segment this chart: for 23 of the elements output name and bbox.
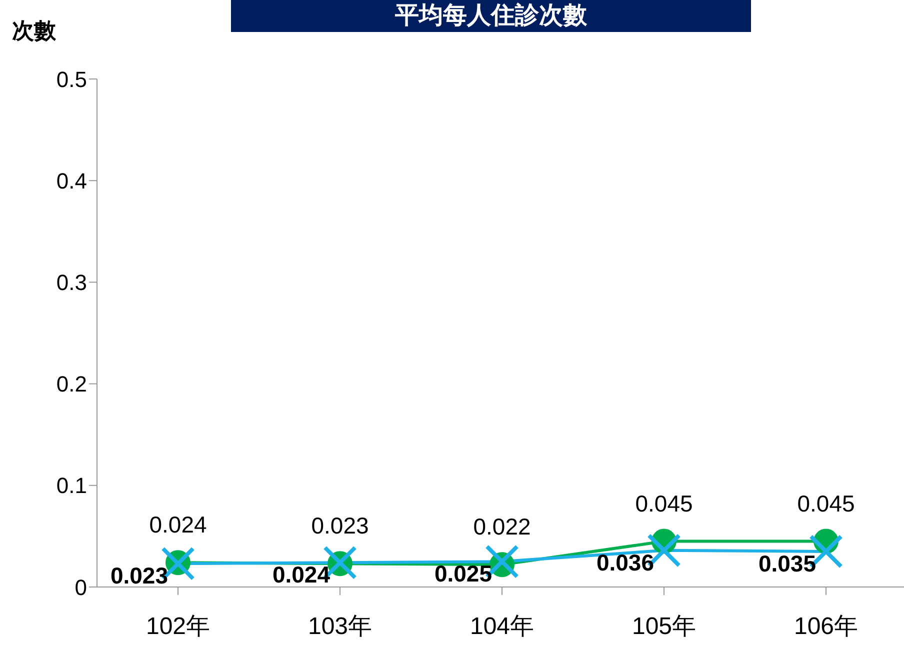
y-tick-label: 0.2 <box>56 372 87 397</box>
data-label: 0.025 <box>434 560 492 587</box>
data-label: 0.023 <box>110 562 168 589</box>
data-label: 0.024 <box>149 512 207 538</box>
y-tick-label: 0.1 <box>56 473 87 498</box>
x-tick-label: 102年 <box>146 613 210 640</box>
data-label: 0.045 <box>635 490 693 516</box>
y-tick-label: 0.3 <box>56 270 87 296</box>
y-tick-label: 0.4 <box>56 168 87 194</box>
chart-title: 平均每人住診次數 <box>231 0 751 32</box>
data-label: 0.045 <box>797 490 855 516</box>
data-label: 0.024 <box>272 562 330 588</box>
y-axis-title: 次數 <box>12 17 56 45</box>
data-label: 0.035 <box>758 550 816 576</box>
x-tick-label: 104年 <box>470 613 534 640</box>
x-tick-label: 103年 <box>308 613 372 640</box>
data-label: 0.022 <box>473 514 531 540</box>
x-tick-label: 106年 <box>794 613 858 640</box>
data-label: 0.036 <box>596 549 654 576</box>
y-tick-label: 0 <box>74 574 87 600</box>
x-tick-label: 105年 <box>632 613 696 640</box>
y-tick-label: 0.5 <box>56 66 87 92</box>
data-label: 0.023 <box>311 512 369 539</box>
